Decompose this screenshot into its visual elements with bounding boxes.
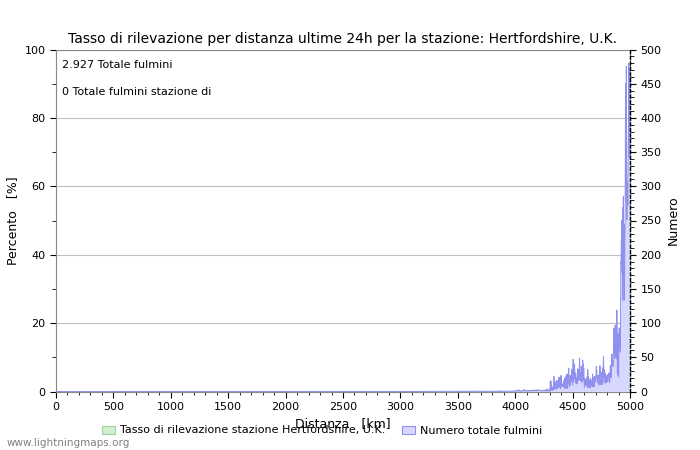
Y-axis label: Percento   [%]: Percento [%]	[6, 176, 19, 265]
Text: 2.927 Totale fulmini: 2.927 Totale fulmini	[62, 60, 172, 70]
Title: Tasso di rilevazione per distanza ultime 24h per la stazione: Hertfordshire, U.K: Tasso di rilevazione per distanza ultime…	[69, 32, 617, 45]
Legend: Tasso di rilevazione stazione Hertfordshire, U.K., Numero totale fulmini: Tasso di rilevazione stazione Hertfordsh…	[97, 421, 547, 440]
Y-axis label: Numero: Numero	[667, 196, 680, 245]
X-axis label: Distanza   [km]: Distanza [km]	[295, 418, 391, 431]
Text: www.lightningmaps.org: www.lightningmaps.org	[7, 438, 130, 448]
Text: 0 Totale fulmini stazione di: 0 Totale fulmini stazione di	[62, 87, 211, 97]
